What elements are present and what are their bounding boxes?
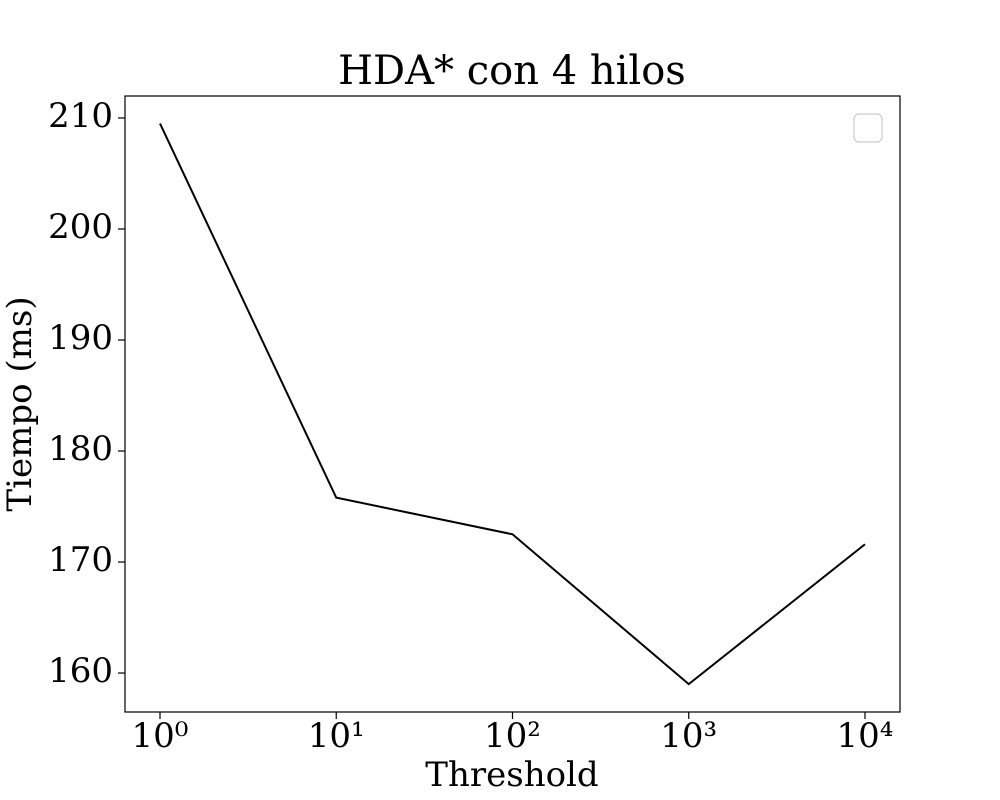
x-tick-label: 10³: [660, 716, 717, 756]
x-axis-label: Threshold: [425, 755, 598, 795]
plot-frame: [124, 95, 901, 713]
chart-title: HDA* con 4 hilos: [338, 48, 686, 94]
y-tick-label: 160: [48, 651, 113, 691]
y-axis-label: Tiempo (ms): [0, 296, 40, 511]
y-tick-label: 180: [48, 429, 113, 469]
x-tick-label: 10⁴: [837, 716, 894, 756]
y-tick-label: 210: [48, 96, 113, 136]
line: [159, 123, 866, 686]
legend: [853, 113, 883, 143]
x-tick-label: 10⁰: [132, 716, 189, 756]
x-tick-label: 10²: [484, 716, 541, 756]
x-tick-label: 10¹: [308, 716, 365, 756]
y-tick-label: 170: [48, 540, 113, 580]
y-tick-label: 190: [48, 318, 113, 358]
y-tick-label: 200: [48, 207, 113, 247]
